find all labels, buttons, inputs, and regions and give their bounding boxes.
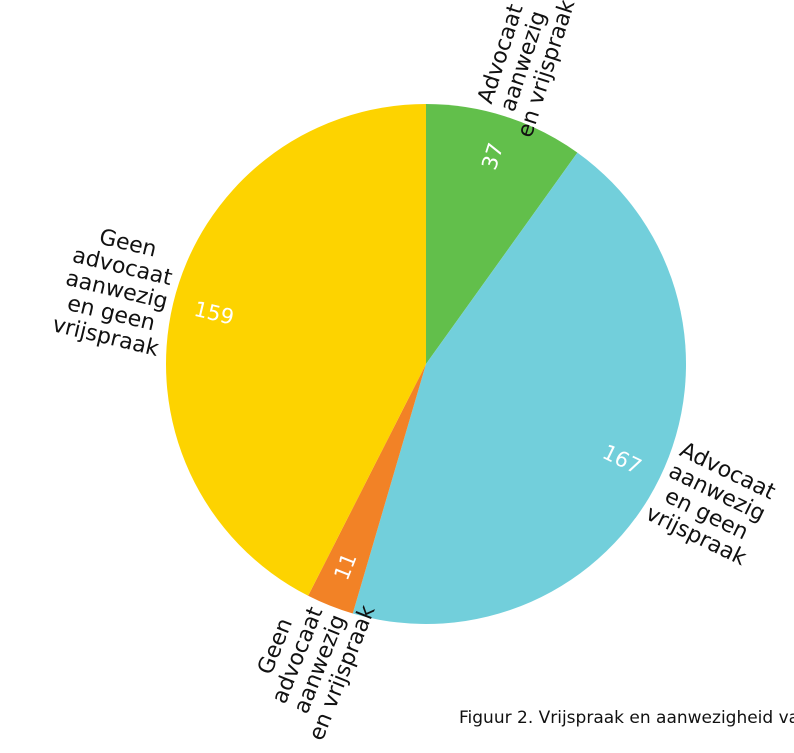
figure-caption: Figuur 2. Vrijspraak en aanwezigheid van…: [459, 708, 794, 728]
slice-label-geen-advocaat-aanwezig-en-geen-vrijspraak: Geenadvocaataanwezigen geenvrijspraak: [50, 219, 184, 362]
pie-slice-advocaat-aanwezig-en-vrijspraak: [426, 104, 578, 364]
pie-slice-advocaat-aanwezig-en-geen-vrijspraak: [352, 152, 687, 625]
pie-slice-geen-advocaat-aanwezig-en-vrijspraak: [308, 364, 426, 614]
pie-slice-geen-advocaat-aanwezig-en-geen-vrijspraak: [165, 104, 426, 596]
pie-slices: [165, 104, 687, 625]
